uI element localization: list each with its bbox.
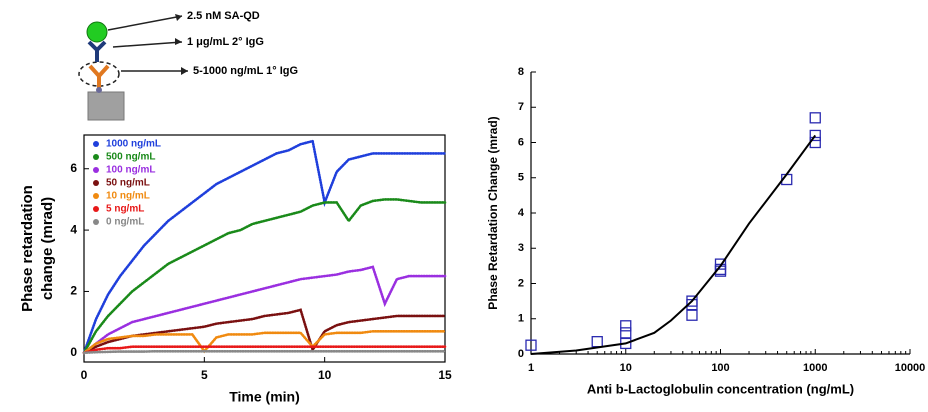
series-dots <box>82 308 447 355</box>
y-tick-label: 2 <box>70 284 77 298</box>
axes <box>530 72 910 355</box>
x-tick-label: 10000 <box>895 362 926 374</box>
legend-marker <box>93 154 99 160</box>
schematic: 2.5 nM SA-QD 1 μg/mL 2° IgG 5-1000 ng/mL… <box>78 10 298 121</box>
y-tick-label: 7 <box>518 101 524 113</box>
x-tick-label: 5 <box>201 368 208 382</box>
linker <box>96 87 102 93</box>
schematic-label: 1 μg/mL 2° IgG <box>187 36 264 48</box>
primary-igg <box>88 64 110 88</box>
legend-marker <box>93 206 99 212</box>
legend-marker <box>93 193 99 199</box>
y-tick-label: 0 <box>70 345 77 359</box>
schematic-label: 5-1000 ng/mL 1° IgG <box>193 65 298 77</box>
schematic-label: 2.5 nM SA-QD <box>187 10 260 22</box>
y-tick-label: 4 <box>518 207 525 219</box>
y-axis-label: Phase retardation <box>19 185 36 312</box>
y-tick-label: 6 <box>70 161 77 175</box>
x-tick-label: 1000 <box>803 362 827 374</box>
y-tick-label: 3 <box>518 242 524 254</box>
x-tick-label: 10 <box>318 368 332 382</box>
data-point <box>620 327 632 339</box>
data-point <box>809 112 821 124</box>
legend-label: 5 ng/mL <box>106 204 144 215</box>
legend-marker <box>93 219 99 225</box>
legend-label: 50 ng/mL <box>106 178 150 189</box>
legend-marker <box>93 180 99 186</box>
plot-frame <box>83 134 446 363</box>
legend-marker <box>93 167 99 173</box>
y-axis-label: Phase Retardation Change (mrad) <box>486 116 500 309</box>
y-tick-label: 5 <box>518 172 524 184</box>
x-axis-label: Anti b-Lactoglobulin concentration (ng/m… <box>587 381 854 396</box>
arrows <box>107 15 188 72</box>
legend-label: 10 ng/mL <box>106 191 150 202</box>
y-tick-label: 1 <box>518 313 524 325</box>
x-axis-label: Time (min) <box>229 389 300 405</box>
data-point <box>686 309 698 321</box>
substrate <box>87 91 125 121</box>
series-dots <box>82 265 447 355</box>
data-point <box>620 320 632 332</box>
legend-label: 1000 ng/mL <box>106 139 161 150</box>
series-dots <box>82 349 447 355</box>
fit-line <box>530 134 817 355</box>
legend-marker <box>93 141 99 147</box>
x-tick-label: 100 <box>711 362 729 374</box>
legend-label: 100 ng/mL <box>106 165 155 176</box>
secondary-igg <box>87 40 107 62</box>
x-tick-label: 1 <box>528 362 534 374</box>
series-dots <box>82 139 447 355</box>
x-tick-label: 15 <box>438 368 452 382</box>
y-tick-label: 4 <box>70 222 77 236</box>
capture-ring <box>78 61 120 87</box>
series-dots <box>82 345 447 355</box>
legend-label: 0 ng/mL <box>106 217 144 228</box>
x-tick-label: 10 <box>620 362 632 374</box>
x-tick-label: 0 <box>81 368 88 382</box>
data-point <box>525 339 537 351</box>
y-tick-label: 6 <box>518 136 524 148</box>
data-point <box>591 336 603 348</box>
y-tick-label: 0 <box>518 348 524 360</box>
y-tick-label: 2 <box>518 277 524 289</box>
series-dots <box>82 198 447 355</box>
series-dots <box>82 330 447 355</box>
legend-label: 500 ng/mL <box>106 152 155 163</box>
data-point <box>809 129 821 142</box>
y-axis-label: change (mrad) <box>39 197 56 300</box>
quantum-dot <box>86 21 108 43</box>
y-tick-label: 8 <box>518 66 524 78</box>
